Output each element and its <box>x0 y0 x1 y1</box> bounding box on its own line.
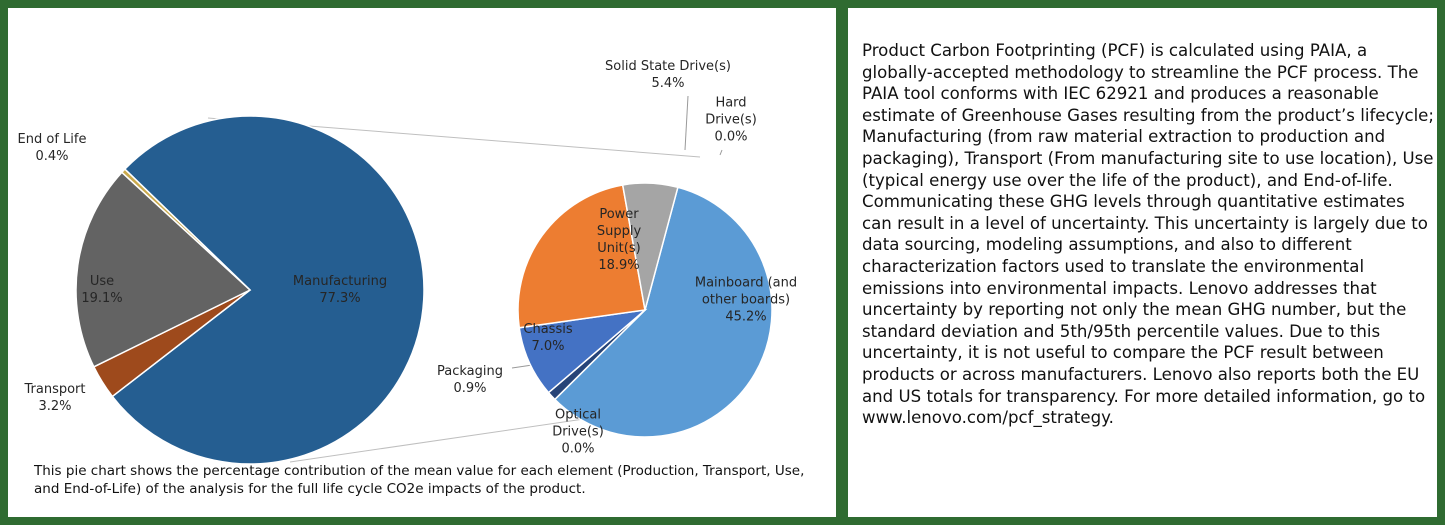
category-label: Optical Drive(s) <box>552 407 604 440</box>
value-label: 0.9% <box>453 381 487 396</box>
divider <box>836 0 848 525</box>
category-label: Chassis <box>523 322 573 337</box>
pie-slice <box>553 186 773 438</box>
value-label: 18.9% <box>598 258 640 273</box>
category-label: Mainboard (and other boards) <box>694 275 798 308</box>
data-label: Use 19.1% <box>81 273 122 307</box>
pie-slice <box>120 168 251 291</box>
data-label: Mainboard (and other boards) 45.2% <box>686 275 806 326</box>
pie-slice <box>621 182 679 311</box>
leader-line <box>684 95 689 151</box>
value-label: 5.4% <box>651 76 685 91</box>
pie-slice <box>111 115 425 465</box>
category-label: Power Supply Unit(s) <box>596 207 642 256</box>
category-label: Manufacturing <box>292 274 388 289</box>
caption: This pie chart shows the percentage cont… <box>34 463 805 497</box>
data-label: Solid State Drive(s) 5.4% <box>605 58 731 92</box>
data-label: Hard Drive(s) 0.0% <box>696 95 766 146</box>
category-label: Transport <box>24 382 86 397</box>
pie-slice <box>75 171 252 368</box>
category-label: Hard Drive(s) <box>705 95 757 128</box>
value-label: 0.0% <box>714 129 748 145</box>
value-label: 3.2% <box>38 399 72 414</box>
chart <box>75 95 773 465</box>
data-label: Packaging 0.9% <box>437 363 503 397</box>
value-label: 77.3% <box>319 291 361 306</box>
value-label: 19.1% <box>81 291 123 306</box>
data-label: End of Life 0.4% <box>18 131 87 165</box>
value-label: 45.2% <box>725 309 767 325</box>
data-label: Manufacturing 77.3% <box>293 273 387 307</box>
data-label: Chassis 7.0% <box>523 321 572 355</box>
data-label: Power Supply Unit(s) 18.9% <box>584 206 654 274</box>
description: Product Carbon Footprinting (PCF) is cal… <box>862 41 1434 428</box>
category-label: Packaging <box>437 364 503 379</box>
category-label: Use <box>89 274 115 289</box>
data-label: Optical Drive(s) 0.0% <box>543 407 613 458</box>
value-label: 0.4% <box>35 149 69 164</box>
category-label: End of Life <box>17 132 87 147</box>
value-label: 7.0% <box>531 339 565 354</box>
pie-slice <box>517 184 646 329</box>
data-label: Transport 3.2% <box>24 381 85 415</box>
category-label: Solid State Drive(s) <box>605 59 731 74</box>
leader-line <box>719 149 723 156</box>
value-label: 0.0% <box>561 441 595 457</box>
